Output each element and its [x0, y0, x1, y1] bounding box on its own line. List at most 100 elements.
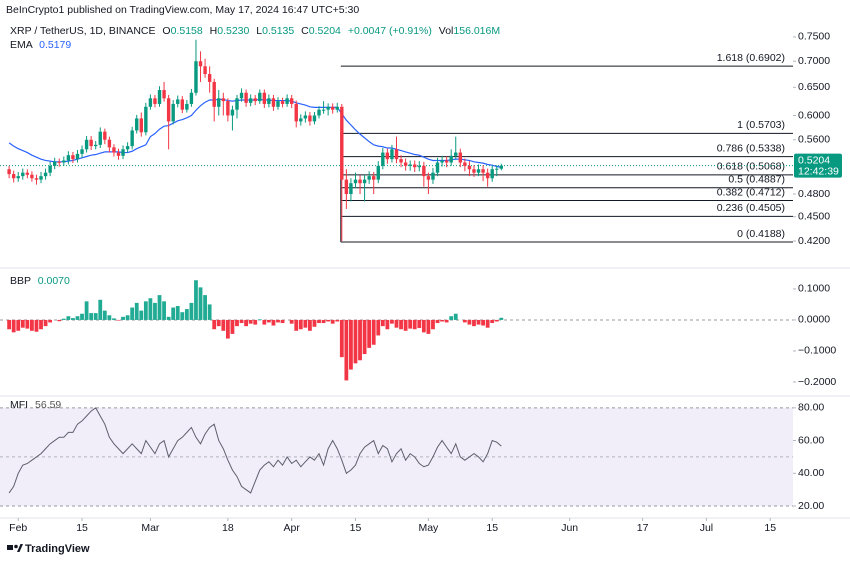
bbp-bar: [30, 319, 34, 331]
bbp-bar: [34, 319, 39, 332]
bbp-bar: [403, 319, 408, 331]
bbp-bar: [262, 319, 267, 325]
candle-body: [98, 131, 102, 145]
y-tick-label: 0.6000: [798, 109, 830, 121]
candle-body: [399, 159, 403, 163]
candle-body: [426, 176, 431, 180]
bbp-bar: [358, 319, 362, 361]
bbp-bar: [499, 317, 504, 320]
bbp-bar: [198, 287, 203, 320]
logo-shape: [17, 544, 23, 552]
candle-body: [490, 169, 494, 179]
bbp-bar: [257, 319, 262, 320]
candle-body: [16, 176, 20, 179]
bbp-bar: [412, 319, 417, 330]
y-tick-label: −0.1000: [798, 345, 836, 357]
bbp-bar: [180, 312, 185, 320]
bbp-bar: [175, 305, 180, 320]
bbp-bar: [71, 318, 75, 320]
candle-body: [472, 169, 476, 173]
bbp-bar: [371, 319, 376, 345]
bbp-bar: [271, 319, 276, 326]
bbp-bar: [431, 319, 435, 330]
candle-body: [381, 152, 385, 166]
candle-body: [449, 155, 453, 163]
bbp-bar: [107, 315, 112, 320]
candle-body: [367, 176, 371, 180]
candle-body: [94, 144, 98, 147]
bbp-bar: [253, 319, 258, 325]
candle-body: [153, 98, 157, 104]
candle-body: [458, 152, 463, 163]
bbp-bar: [453, 313, 458, 320]
candle-body: [326, 106, 330, 110]
candle-body: [244, 92, 248, 103]
bbp-bar: [225, 319, 230, 339]
candle-body: [203, 66, 207, 75]
candle-body: [57, 161, 61, 163]
bbp-bar: [467, 319, 472, 325]
candle-body: [121, 149, 125, 156]
bbp-bar: [435, 319, 440, 324]
candle-body: [162, 90, 166, 99]
y-tick-label: 0.4500: [798, 211, 830, 223]
bbp-bar: [98, 299, 103, 320]
bbp-bar: [349, 319, 353, 370]
bbp-bar: [75, 316, 80, 320]
candle-body: [75, 153, 80, 160]
fib-label: 0.5 (0.4887): [728, 173, 785, 185]
candle-body: [43, 172, 48, 177]
x-tick-label: 15: [764, 522, 776, 534]
ema-value: 0.5179: [39, 39, 71, 51]
bbp-bar: [462, 319, 467, 323]
bbp-bar: [166, 316, 171, 320]
bbp-bar: [66, 316, 71, 320]
bbp-bar: [408, 319, 413, 329]
bbp-bar: [266, 319, 271, 323]
candle-body: [221, 98, 226, 102]
countdown: 12:42:39: [798, 165, 839, 177]
fib-label: 1.618 (0.6902): [717, 52, 785, 64]
candle-body: [294, 103, 298, 122]
candle-body: [253, 98, 257, 102]
candle-body: [66, 155, 71, 161]
bbp-bar: [440, 319, 444, 322]
candle-body: [499, 165, 504, 169]
bbp-bar: [485, 319, 490, 328]
candle-body: [217, 98, 221, 107]
bbp-bar: [112, 318, 116, 320]
bbp-bar: [308, 319, 312, 331]
bbp-bar: [344, 319, 349, 381]
bbp-bar: [157, 295, 162, 320]
bbp-bar: [353, 319, 358, 364]
bbp-bar: [221, 319, 226, 331]
bbp-bar: [139, 310, 144, 320]
bbp-value: 0.0070: [38, 275, 70, 287]
candle-body: [280, 101, 285, 104]
bbp-bar: [61, 318, 66, 320]
bbp-bar: [367, 319, 372, 348]
bbp-bar: [80, 313, 84, 320]
bbp-bar: [11, 319, 16, 333]
logo-shape: [7, 545, 13, 550]
bbp-bar: [116, 319, 121, 321]
bbp-bar: [239, 319, 244, 324]
candle-body: [25, 172, 30, 175]
fib-label: 0.236 (0.4505): [717, 202, 785, 214]
candle-body: [312, 115, 317, 122]
y-tick-label: 60.00: [798, 434, 824, 446]
bbp-bar: [476, 319, 481, 325]
candle-body: [52, 161, 57, 166]
candle-body: [48, 165, 52, 173]
bbp-bar: [121, 316, 125, 320]
candle-body: [248, 98, 253, 103]
ohlc-value: 0.5230: [217, 25, 249, 37]
x-tick-label: 15: [350, 522, 362, 534]
x-tick-label: 15: [486, 522, 498, 534]
last-price-label: 0.5204: [798, 154, 830, 166]
candle-body: [34, 178, 39, 180]
candle-body: [185, 103, 189, 110]
candle-body: [39, 176, 43, 180]
candle-body: [340, 106, 344, 180]
